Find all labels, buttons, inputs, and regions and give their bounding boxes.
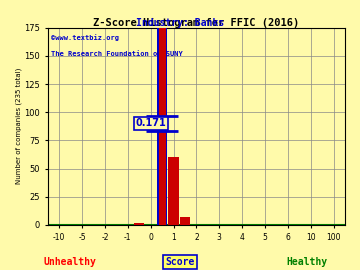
Text: Industry: Banks: Industry: Banks	[136, 18, 224, 28]
Bar	[157, 28, 167, 225]
Bar	[168, 157, 179, 225]
Title: Z-Score Histogram for FFIC (2016): Z-Score Histogram for FFIC (2016)	[93, 18, 300, 28]
Bar	[134, 222, 144, 225]
Text: Unhealthy: Unhealthy	[43, 257, 96, 267]
Bar	[180, 217, 190, 225]
Text: ©www.textbiz.org: ©www.textbiz.org	[51, 34, 119, 40]
Text: 0.171: 0.171	[135, 119, 166, 129]
Bar	[159, 28, 166, 225]
Text: Healthy: Healthy	[287, 257, 328, 267]
Y-axis label: Number of companies (235 total): Number of companies (235 total)	[15, 68, 22, 184]
Text: The Research Foundation of SUNY: The Research Foundation of SUNY	[51, 51, 183, 58]
Text: Score: Score	[165, 257, 195, 267]
